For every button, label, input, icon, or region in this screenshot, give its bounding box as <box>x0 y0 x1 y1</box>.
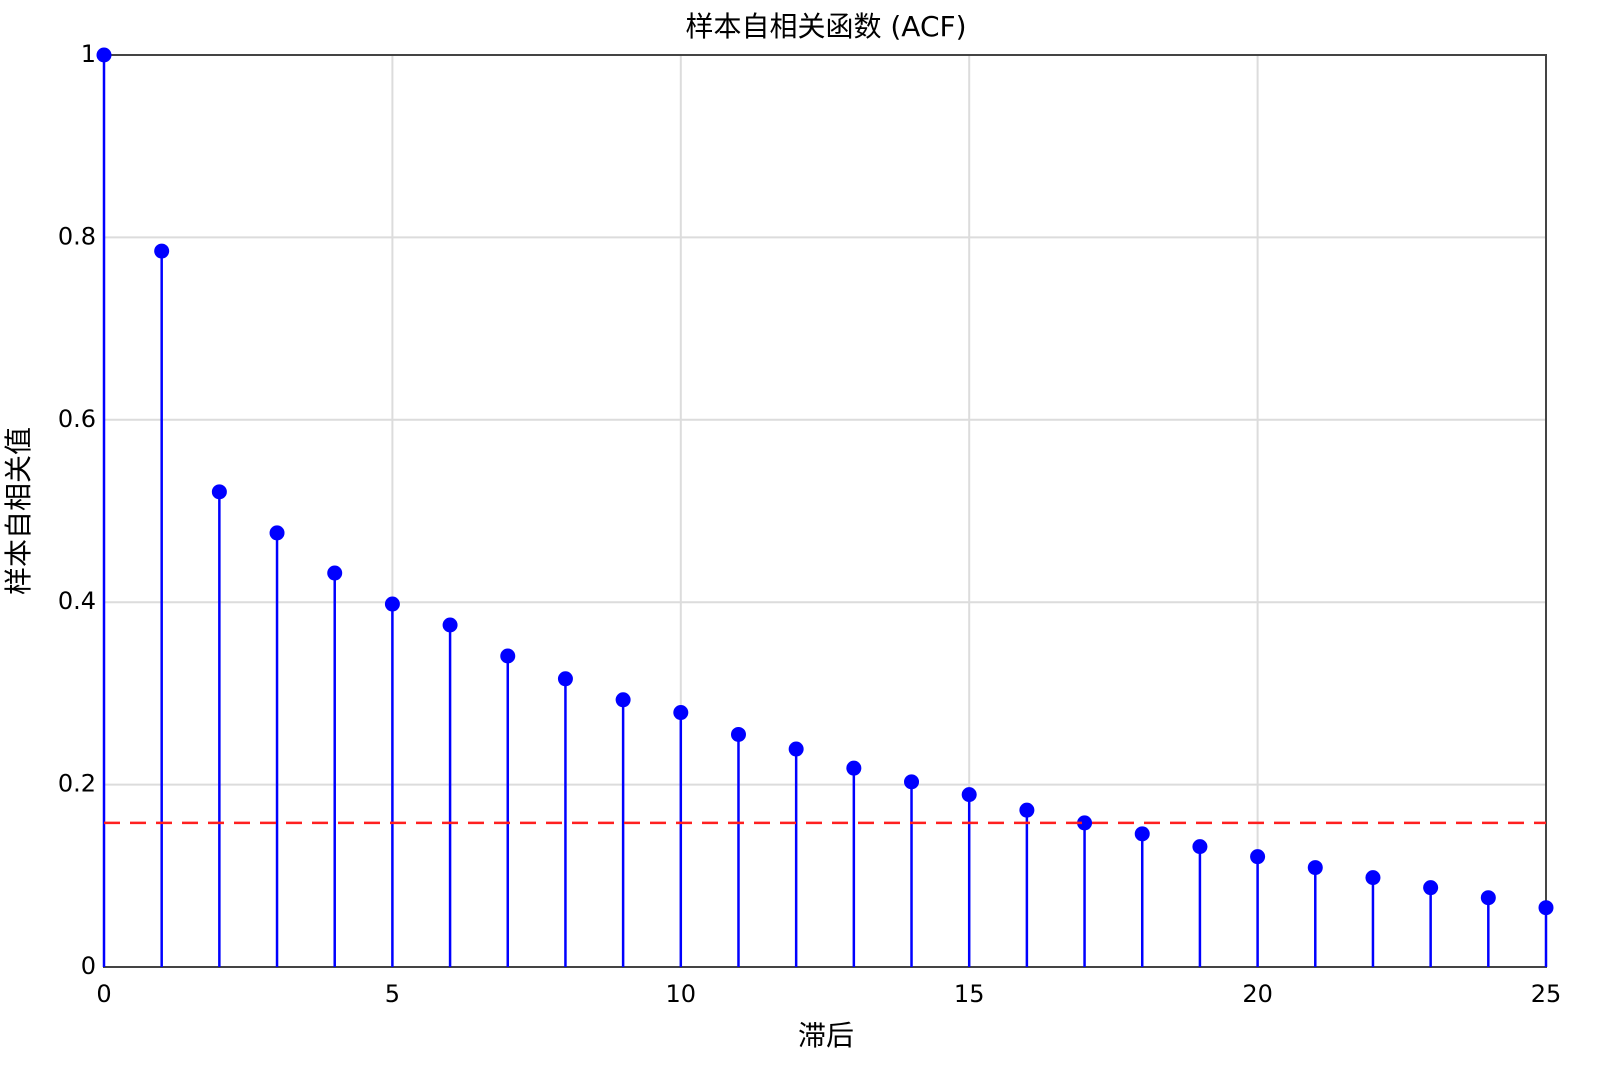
stem-marker <box>211 484 227 500</box>
stem-marker <box>500 648 516 664</box>
y-tick-label: 0.4 <box>58 587 96 615</box>
stem-marker <box>327 565 343 581</box>
x-tick-label: 0 <box>96 980 111 1008</box>
x-tick-label: 15 <box>954 980 985 1008</box>
y-tick-label: 0 <box>81 952 96 980</box>
stem-marker <box>846 760 862 776</box>
stem-marker <box>1365 870 1381 886</box>
stem-marker <box>904 774 920 790</box>
stem-marker <box>384 596 400 612</box>
stem-marker <box>269 525 285 541</box>
x-tick-label: 10 <box>666 980 697 1008</box>
stem-marker <box>1019 802 1035 818</box>
y-tick-label: 0.6 <box>58 405 96 433</box>
stem-marker <box>1134 826 1150 842</box>
y-tick-label: 0.8 <box>58 222 96 250</box>
stem-marker <box>1307 860 1323 876</box>
stem-marker <box>1077 815 1093 831</box>
stem-marker <box>1538 900 1554 916</box>
x-tick-label: 20 <box>1242 980 1273 1008</box>
x-tick-label: 25 <box>1531 980 1562 1008</box>
stem-marker <box>730 726 746 742</box>
stem-marker <box>1192 839 1208 855</box>
stem-marker <box>1250 849 1266 865</box>
stem-marker <box>961 787 977 803</box>
stem-marker <box>96 47 112 63</box>
stem-marker <box>615 692 631 708</box>
x-axis-label: 滞后 <box>798 1019 854 1052</box>
stem-marker <box>1480 890 1496 906</box>
stem-marker <box>442 617 458 633</box>
chart-title: 样本自相关函数 (ACF) <box>685 10 966 43</box>
stem-marker <box>673 705 689 721</box>
y-tick-label: 1 <box>81 40 96 68</box>
stem-marker <box>788 741 804 757</box>
y-tick-label: 0.2 <box>58 770 96 798</box>
stem-marker <box>1423 880 1439 896</box>
stem-marker <box>154 243 170 259</box>
y-axis-label: 样本自相关值 <box>2 427 35 595</box>
stem-marker <box>557 671 573 687</box>
x-tick-label: 5 <box>385 980 400 1008</box>
